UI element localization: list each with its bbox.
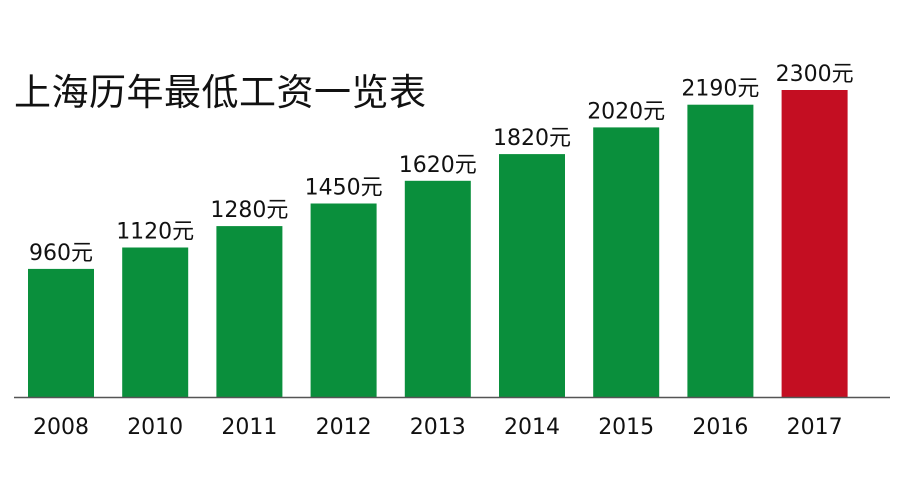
x-tick-label-2016: 2016: [692, 415, 748, 440]
x-tick-label-2012: 2012: [316, 415, 372, 440]
bar-2008: [28, 268, 94, 397]
chart-title: 上海历年最低工资一览表: [14, 71, 427, 114]
value-label-2011: 1280元: [210, 198, 288, 223]
x-tick-label-2015: 2015: [598, 415, 654, 440]
bars-group: [28, 90, 848, 398]
value-labels-group: 960元 1120元 1280元 1450元 1620元 1820元 2020元 2190元 2…: [29, 62, 854, 266]
bar-2016: [687, 104, 754, 397]
value-label-2013: 1620元: [399, 153, 477, 178]
value-label-2017: 2300元: [776, 62, 854, 87]
bar-2015: [593, 127, 660, 398]
x-tick-label-2010: 2010: [127, 415, 183, 440]
x-tick-label-2008: 2008: [33, 415, 89, 440]
x-tick-label-2014: 2014: [504, 415, 560, 440]
bar-2014: [499, 154, 565, 397]
value-label-2016: 2190元: [681, 77, 759, 102]
value-label-2015: 2020元: [587, 99, 665, 124]
bar-2010: [122, 247, 189, 397]
x-tick-label-2013: 2013: [410, 415, 466, 440]
value-label-2014: 1820元: [493, 126, 571, 151]
value-label-2008: 960元: [29, 241, 93, 266]
bar-2012: [310, 203, 377, 397]
bar-2013: [404, 180, 471, 397]
x-tick-label-2017: 2017: [787, 415, 843, 440]
bar-2011: [216, 226, 283, 397]
value-label-2012: 1450元: [305, 176, 383, 201]
value-label-2010: 1120元: [116, 220, 194, 245]
bar-2017: [781, 90, 848, 397]
x-tick-label-2011: 2011: [221, 415, 277, 440]
x-tick-labels-group: 2008 2010 2011 2012 2013 2014 2015 2016 2017: [33, 415, 843, 440]
